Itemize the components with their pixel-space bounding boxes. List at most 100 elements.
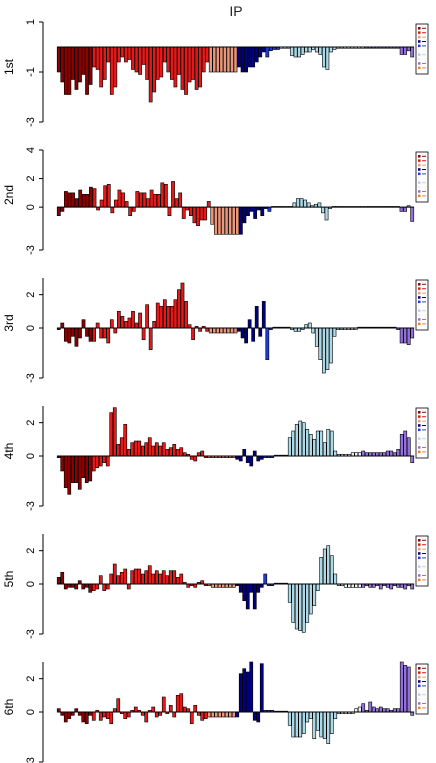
bar — [329, 46, 333, 53]
bar — [119, 437, 124, 457]
bar — [184, 301, 188, 329]
legend-swatch — [418, 190, 421, 193]
bar — [314, 46, 319, 53]
bar — [238, 673, 243, 713]
legend-swatch — [418, 675, 421, 679]
y-tick-label: 2 — [25, 292, 37, 298]
legend-swatch — [418, 159, 421, 162]
bar — [208, 327, 213, 334]
bar — [148, 327, 153, 350]
bar — [256, 455, 261, 462]
bar — [242, 583, 247, 601]
bar — [223, 327, 227, 334]
bar — [147, 565, 152, 585]
bar — [179, 447, 184, 457]
legend-swatch — [418, 428, 421, 432]
bar — [251, 327, 256, 342]
bar — [378, 706, 383, 713]
bar — [91, 455, 96, 472]
bar — [142, 192, 147, 208]
bar — [127, 317, 132, 329]
bar — [244, 46, 248, 73]
bar — [67, 711, 72, 719]
legend-swatch — [418, 181, 421, 184]
bar — [258, 327, 263, 337]
bar — [178, 192, 183, 208]
bar — [297, 46, 301, 58]
bar — [141, 46, 146, 65]
bar — [253, 206, 258, 219]
bar — [78, 189, 83, 208]
bar — [56, 46, 61, 73]
bar — [399, 327, 404, 344]
bar — [290, 46, 294, 57]
bar — [181, 206, 186, 219]
bar — [242, 449, 247, 457]
bar — [126, 583, 131, 590]
bar — [317, 202, 322, 208]
bar — [403, 206, 407, 212]
bar — [287, 437, 292, 457]
bar — [158, 445, 163, 457]
bar — [249, 583, 254, 593]
bar — [296, 198, 300, 208]
bar — [60, 46, 65, 83]
bar — [291, 711, 296, 738]
bar — [123, 568, 128, 585]
bar — [114, 199, 118, 208]
legend-swatch — [418, 569, 421, 573]
bar — [161, 442, 166, 457]
legend-swatch — [418, 547, 421, 551]
bar — [85, 46, 89, 95]
bar — [63, 46, 68, 95]
y-tick-label: 2 — [25, 676, 37, 682]
bar — [77, 455, 82, 490]
bar — [321, 46, 326, 68]
bar — [212, 327, 217, 334]
bar — [191, 327, 195, 340]
bar — [105, 583, 110, 590]
bar — [140, 445, 145, 457]
y-axis-label: 1st — [2, 58, 16, 75]
bar — [321, 206, 325, 214]
bar — [322, 442, 327, 457]
bar — [361, 450, 366, 457]
legend-box — [415, 535, 429, 587]
bar — [217, 206, 222, 235]
bar — [85, 327, 89, 337]
legend-swatch — [418, 556, 421, 560]
bar — [121, 192, 125, 208]
bar — [159, 46, 164, 78]
bar — [329, 555, 334, 585]
bar — [63, 327, 68, 342]
legend-swatch — [418, 552, 421, 555]
legend-swatch — [418, 424, 421, 427]
bar — [138, 312, 142, 329]
bar — [189, 711, 194, 724]
legend-swatch — [418, 578, 421, 582]
panel-6: 2 0 -3 6th — [2, 661, 429, 763]
y-tick-label: 2 — [25, 176, 37, 182]
bar — [287, 583, 292, 603]
bar — [242, 206, 247, 224]
bar — [306, 202, 311, 208]
bar — [173, 46, 178, 88]
bar — [200, 711, 205, 721]
bar — [172, 444, 177, 457]
y-axis-label: 2nd — [2, 185, 16, 205]
bar — [267, 206, 272, 212]
bar — [124, 201, 129, 208]
bar — [56, 206, 61, 217]
bar — [109, 711, 114, 724]
bar — [109, 573, 114, 585]
bar — [406, 327, 411, 345]
bar — [251, 46, 256, 68]
bar — [200, 450, 205, 457]
bar — [213, 206, 218, 235]
bar — [133, 440, 138, 457]
bar — [305, 583, 310, 623]
bar — [148, 46, 153, 103]
bar — [294, 424, 299, 457]
bar — [322, 548, 327, 585]
bar — [228, 711, 233, 718]
